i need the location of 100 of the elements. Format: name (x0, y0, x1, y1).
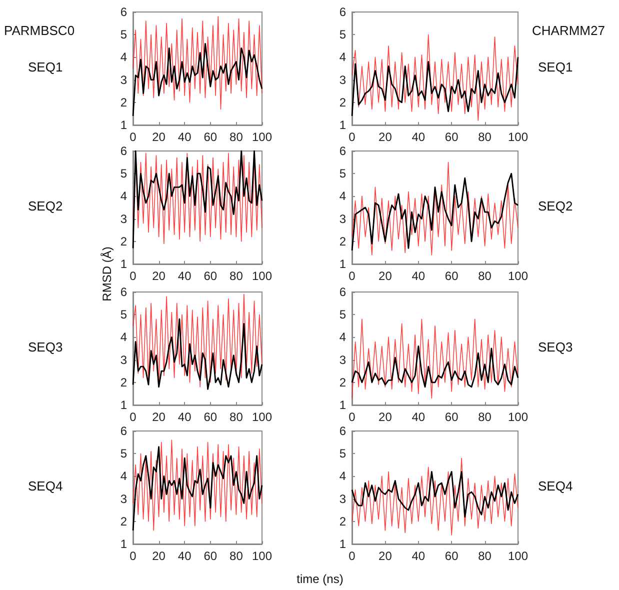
y-tick-label: 5 (120, 28, 128, 42)
y-tick-label: 4 (120, 330, 128, 344)
x-tick-label: 60 (204, 269, 218, 283)
x-tick-label: 40 (412, 549, 426, 563)
x-tick-label: 0 (130, 130, 137, 144)
y-axis-title: RMSD (Å) (100, 246, 114, 302)
y-tick-label: 6 (120, 144, 128, 158)
x-tick-label: 100 (252, 269, 272, 283)
x-tick-label: 60 (204, 549, 218, 563)
y-tick-label: 4 (339, 469, 346, 484)
text: SEQ3 (28, 340, 63, 354)
text: SEQ1 (28, 60, 63, 74)
y-tick-label: 5 (120, 166, 128, 181)
line-series (351, 172, 519, 252)
y-tick-label: 1 (339, 118, 346, 132)
x-tick-label: 100 (252, 410, 272, 424)
line-series (352, 34, 518, 121)
x-tick-label: 20 (378, 269, 392, 283)
x-tick-label: 20 (152, 549, 166, 563)
x-tick-label: 80 (478, 269, 492, 283)
y-tick-label: 1 (339, 537, 346, 551)
y-tick-label: 1 (120, 118, 128, 132)
x-tick-label: 20 (378, 549, 392, 563)
y-tick-label: 6 (120, 5, 128, 19)
y-tick-label: 1 (120, 537, 128, 551)
text: SEQ1 (538, 60, 573, 74)
x-tick-label: 80 (478, 410, 492, 424)
x-tick-label: 60 (444, 130, 459, 144)
x-tick-label: 80 (230, 410, 244, 424)
line-series (352, 318, 518, 399)
x-tick-label: 20 (378, 130, 392, 144)
y-tick-label: 6 (120, 424, 128, 438)
y-tick-label: 5 (339, 28, 346, 42)
y-tick-label: 6 (339, 424, 346, 438)
x-tick-label: 80 (478, 549, 492, 563)
x-tick-label: 60 (204, 130, 218, 144)
y-tick-label: 3 (339, 212, 346, 226)
x-tick-label: 40 (178, 269, 192, 283)
x-tick-label: 40 (178, 549, 192, 563)
y-tick-label: 1 (339, 257, 346, 271)
y-tick-label: 2 (120, 234, 128, 248)
y-tick-label: 3 (120, 212, 128, 226)
y-tick-label: 2 (339, 514, 346, 528)
y-tick-label: 4 (339, 189, 346, 204)
x-tick-label: 100 (252, 549, 272, 563)
y-tick-label: 3 (339, 72, 346, 87)
y-tick-label: 6 (120, 285, 128, 299)
line-series (351, 56, 519, 117)
y-tick-label: 3 (339, 492, 346, 506)
y-tick-label: 2 (120, 514, 128, 528)
line-series (352, 458, 518, 536)
y-tick-label: 3 (339, 352, 346, 367)
x-tick-label: 100 (508, 410, 528, 424)
x-tick-label: 100 (508, 549, 528, 563)
line-series (351, 346, 519, 388)
y-tick-label: 5 (120, 446, 128, 461)
x-tick-label: 20 (378, 410, 392, 424)
y-tick-label: 4 (120, 469, 128, 484)
y-tick-label: 2 (339, 95, 346, 110)
x-tick-label: 0 (348, 410, 356, 424)
x-tick-label: 60 (444, 410, 459, 424)
x-tick-label: 40 (178, 410, 192, 424)
y-tick-label: 1 (120, 398, 128, 412)
x-tick-label: 80 (230, 130, 244, 144)
line-series (132, 318, 263, 390)
y-tick-label: 4 (339, 50, 346, 64)
x-tick-label: 60 (204, 410, 218, 424)
y-tick-label: 4 (120, 189, 128, 204)
line-series (351, 470, 519, 518)
x-tick-label: 0 (348, 130, 356, 144)
x-tick-label: 80 (230, 269, 244, 283)
x-tick-label: 100 (508, 130, 528, 144)
text: SEQ2 (538, 198, 573, 214)
text: SEQ4 (538, 478, 573, 494)
text: SEQ2 (28, 198, 63, 214)
x-tick-label: 40 (412, 130, 426, 144)
x-tick-label: 60 (444, 269, 459, 283)
x-tick-label: 20 (152, 269, 166, 283)
y-tick-label: 3 (120, 492, 128, 506)
y-tick-label: 4 (120, 50, 128, 64)
y-tick-label: 2 (339, 234, 346, 248)
x-tick-label: 0 (348, 269, 356, 283)
line-series (352, 162, 518, 256)
x-tick-label: 80 (230, 549, 244, 563)
x-tick-label: 40 (178, 130, 192, 144)
y-tick-label: 3 (120, 352, 128, 367)
line-series (132, 294, 262, 388)
x-tick-label: 20 (152, 410, 166, 424)
text: CHARMM27 (532, 23, 605, 38)
y-tick-label: 2 (339, 375, 346, 390)
y-tick-label: 6 (339, 144, 346, 158)
y-tick-label: 2 (120, 375, 128, 390)
x-tick-label: 80 (478, 130, 492, 144)
y-tick-label: 2 (120, 95, 128, 110)
x-tick-label: 100 (252, 130, 272, 144)
x-axis-title: time (ns) (296, 572, 344, 586)
x-tick-label: 100 (508, 269, 528, 283)
text: PARMBSC0 (4, 23, 75, 38)
y-tick-label: 6 (339, 285, 346, 299)
y-tick-label: 1 (120, 257, 128, 271)
